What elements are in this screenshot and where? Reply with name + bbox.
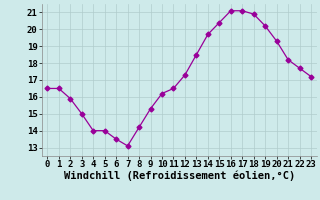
X-axis label: Windchill (Refroidissement éolien,°C): Windchill (Refroidissement éolien,°C) [64, 171, 295, 181]
